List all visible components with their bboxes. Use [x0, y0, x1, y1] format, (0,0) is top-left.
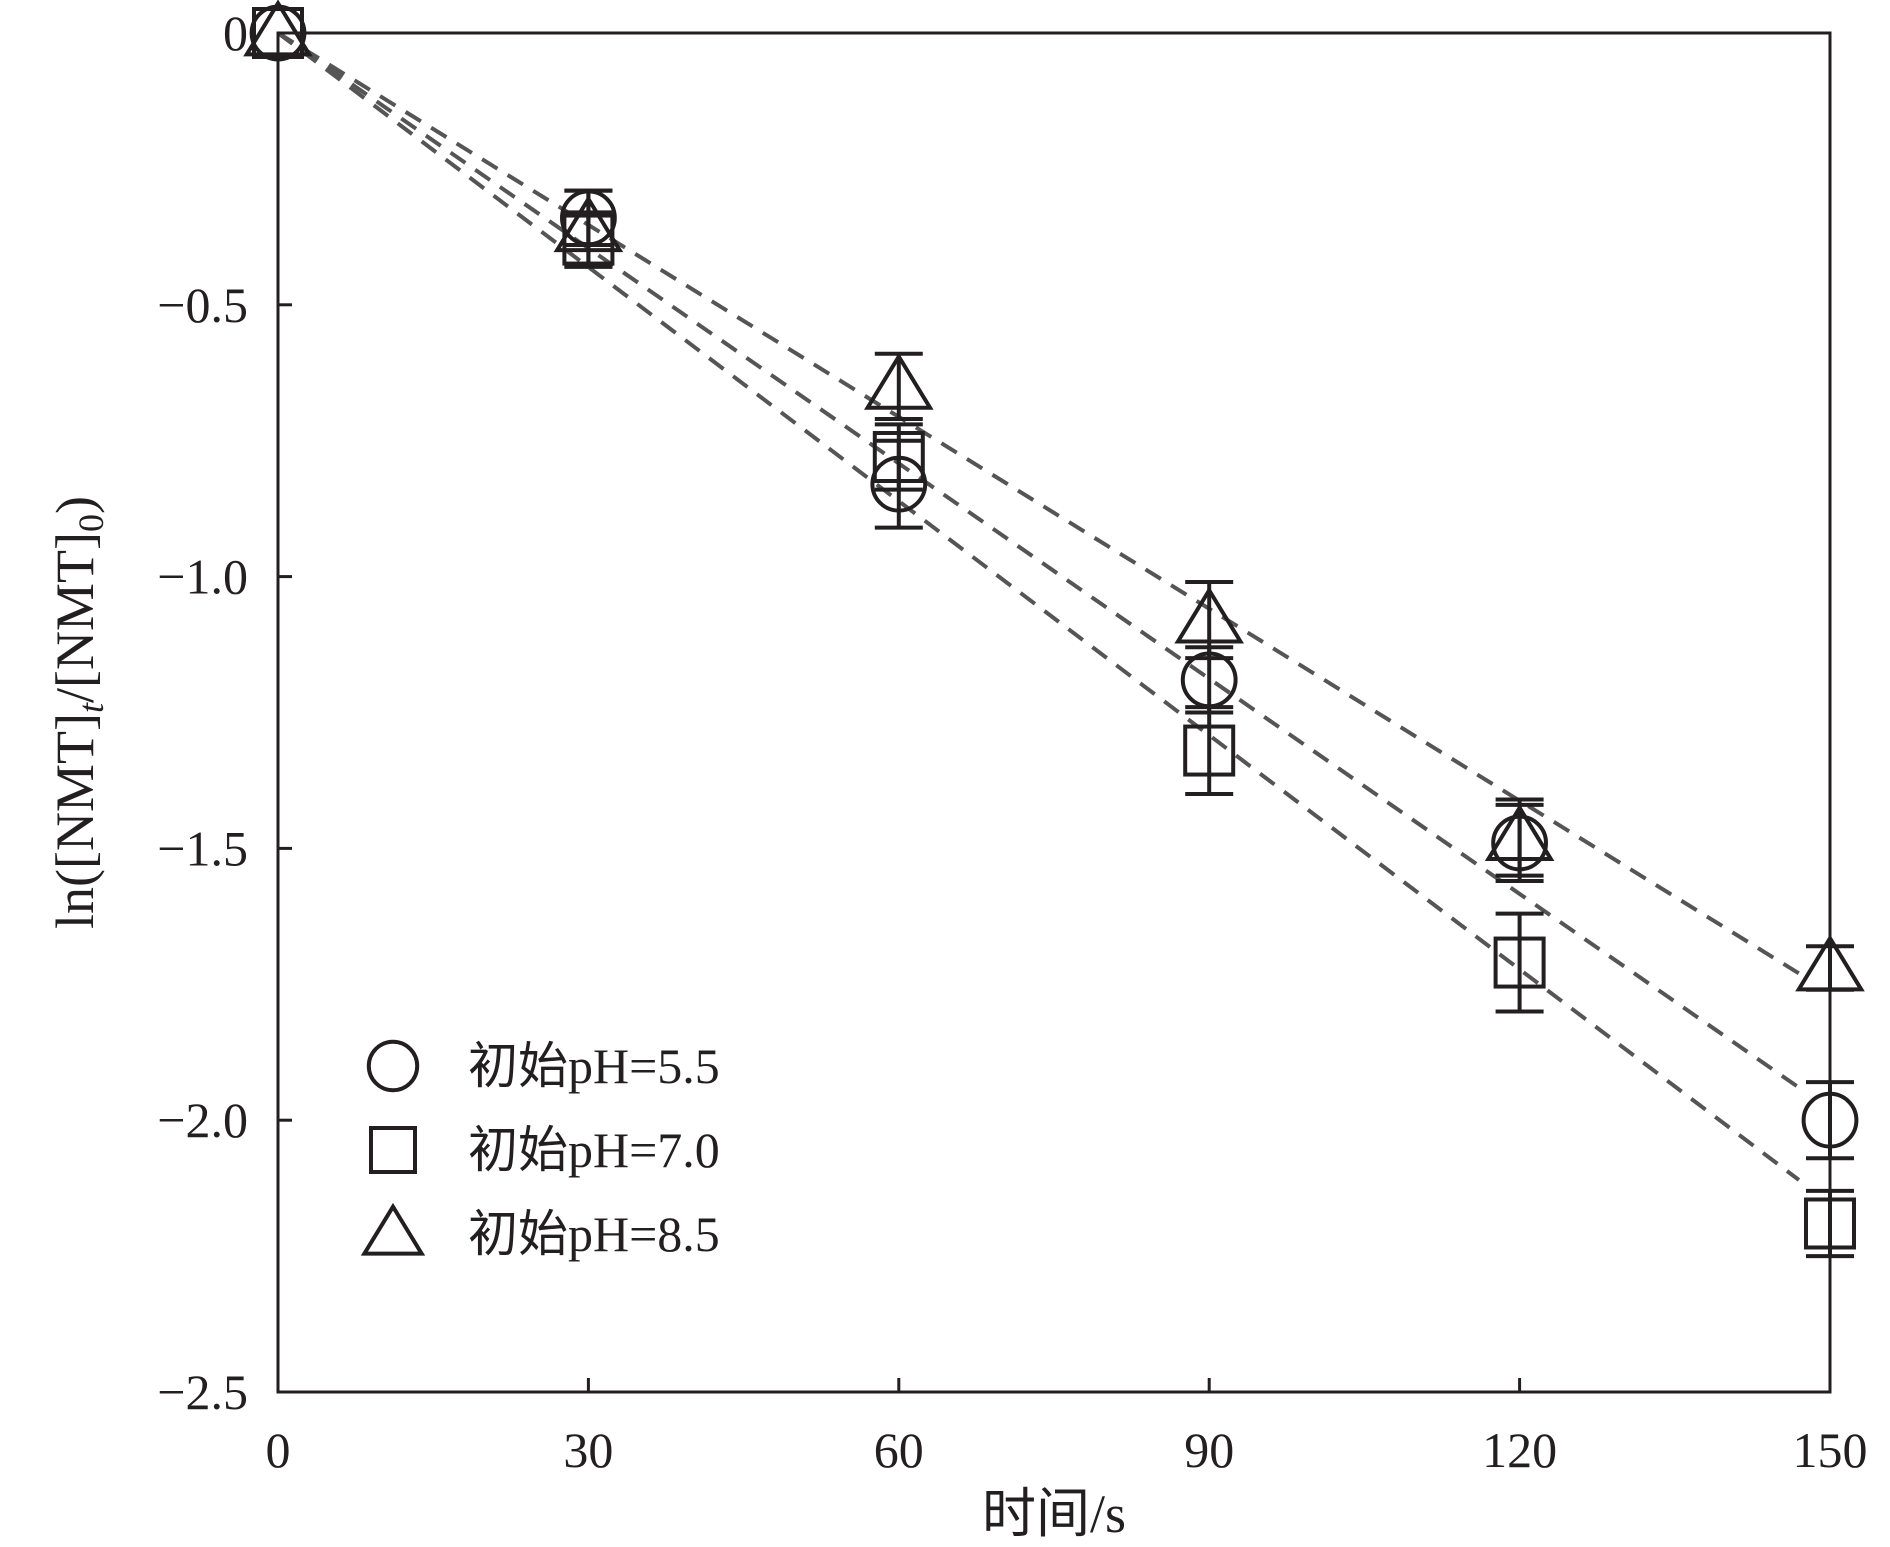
y-axis-ticks: 0 −0.5 −1.0 −1.5 −2.0 −2.5 [157, 5, 292, 1420]
triangle-marker [553, 195, 624, 253]
x-tick-label: 150 [1793, 1422, 1868, 1478]
y-tick-label: 0 [223, 5, 248, 61]
x-tick-label: 120 [1482, 1422, 1557, 1478]
circle-marker [1180, 651, 1238, 709]
y-title-middle: /[NMT] [45, 532, 105, 703]
y-title-suffix: ) [45, 496, 105, 514]
y-tick-label: −0.5 [157, 277, 248, 333]
plot-frame [276, 31, 1832, 1394]
y-tick-label: −1.0 [157, 549, 248, 605]
square-marker [1493, 936, 1546, 989]
x-axis-title: 时间/s [982, 1484, 1126, 1544]
square-marker [1183, 724, 1236, 777]
y-title-prefix: ln([NMT] [45, 713, 105, 929]
y-tick-label: −2.5 [157, 1364, 248, 1420]
circle-marker [366, 1039, 420, 1093]
fit-lines [276, 31, 1801, 1182]
triangle-marker [360, 1202, 426, 1256]
fit-line [276, 31, 1801, 976]
square-marker [369, 1126, 417, 1174]
fit-line [276, 31, 1801, 1182]
circle-marker [560, 189, 617, 247]
fit-line [276, 31, 1801, 1090]
error-bars [564, 188, 1854, 1259]
data-markers [243, 0, 1865, 1250]
legend-label: 初始pH=7.0 [468, 1122, 720, 1178]
triangle-marker [863, 352, 934, 410]
x-axis-ticks: 0 30 60 90 120 150 [266, 1378, 1868, 1478]
x-tick-label: 30 [563, 1422, 613, 1478]
triangle-marker [1174, 586, 1245, 644]
circle-marker [1491, 814, 1548, 872]
y-axis-title: ln([NMT]t/[NMT]0) [45, 496, 111, 929]
y-tick-label: −2.0 [157, 1092, 248, 1148]
legend: 初始pH=5.5 初始pH=7.0 初始pH=8.5 [360, 1038, 720, 1262]
triangle-marker [1484, 803, 1555, 861]
circle-marker [870, 455, 928, 513]
y-title-sub-0: 0 [71, 514, 111, 532]
y-tick-label: −1.5 [157, 820, 248, 876]
legend-label: 初始pH=5.5 [468, 1038, 720, 1094]
square-marker [872, 431, 925, 484]
x-tick-label: 90 [1184, 1422, 1234, 1478]
legend-label: 初始pH=8.5 [468, 1206, 720, 1262]
y-title-sub-t: t [71, 702, 111, 713]
x-tick-label: 0 [266, 1422, 291, 1478]
x-tick-label: 60 [874, 1422, 924, 1478]
